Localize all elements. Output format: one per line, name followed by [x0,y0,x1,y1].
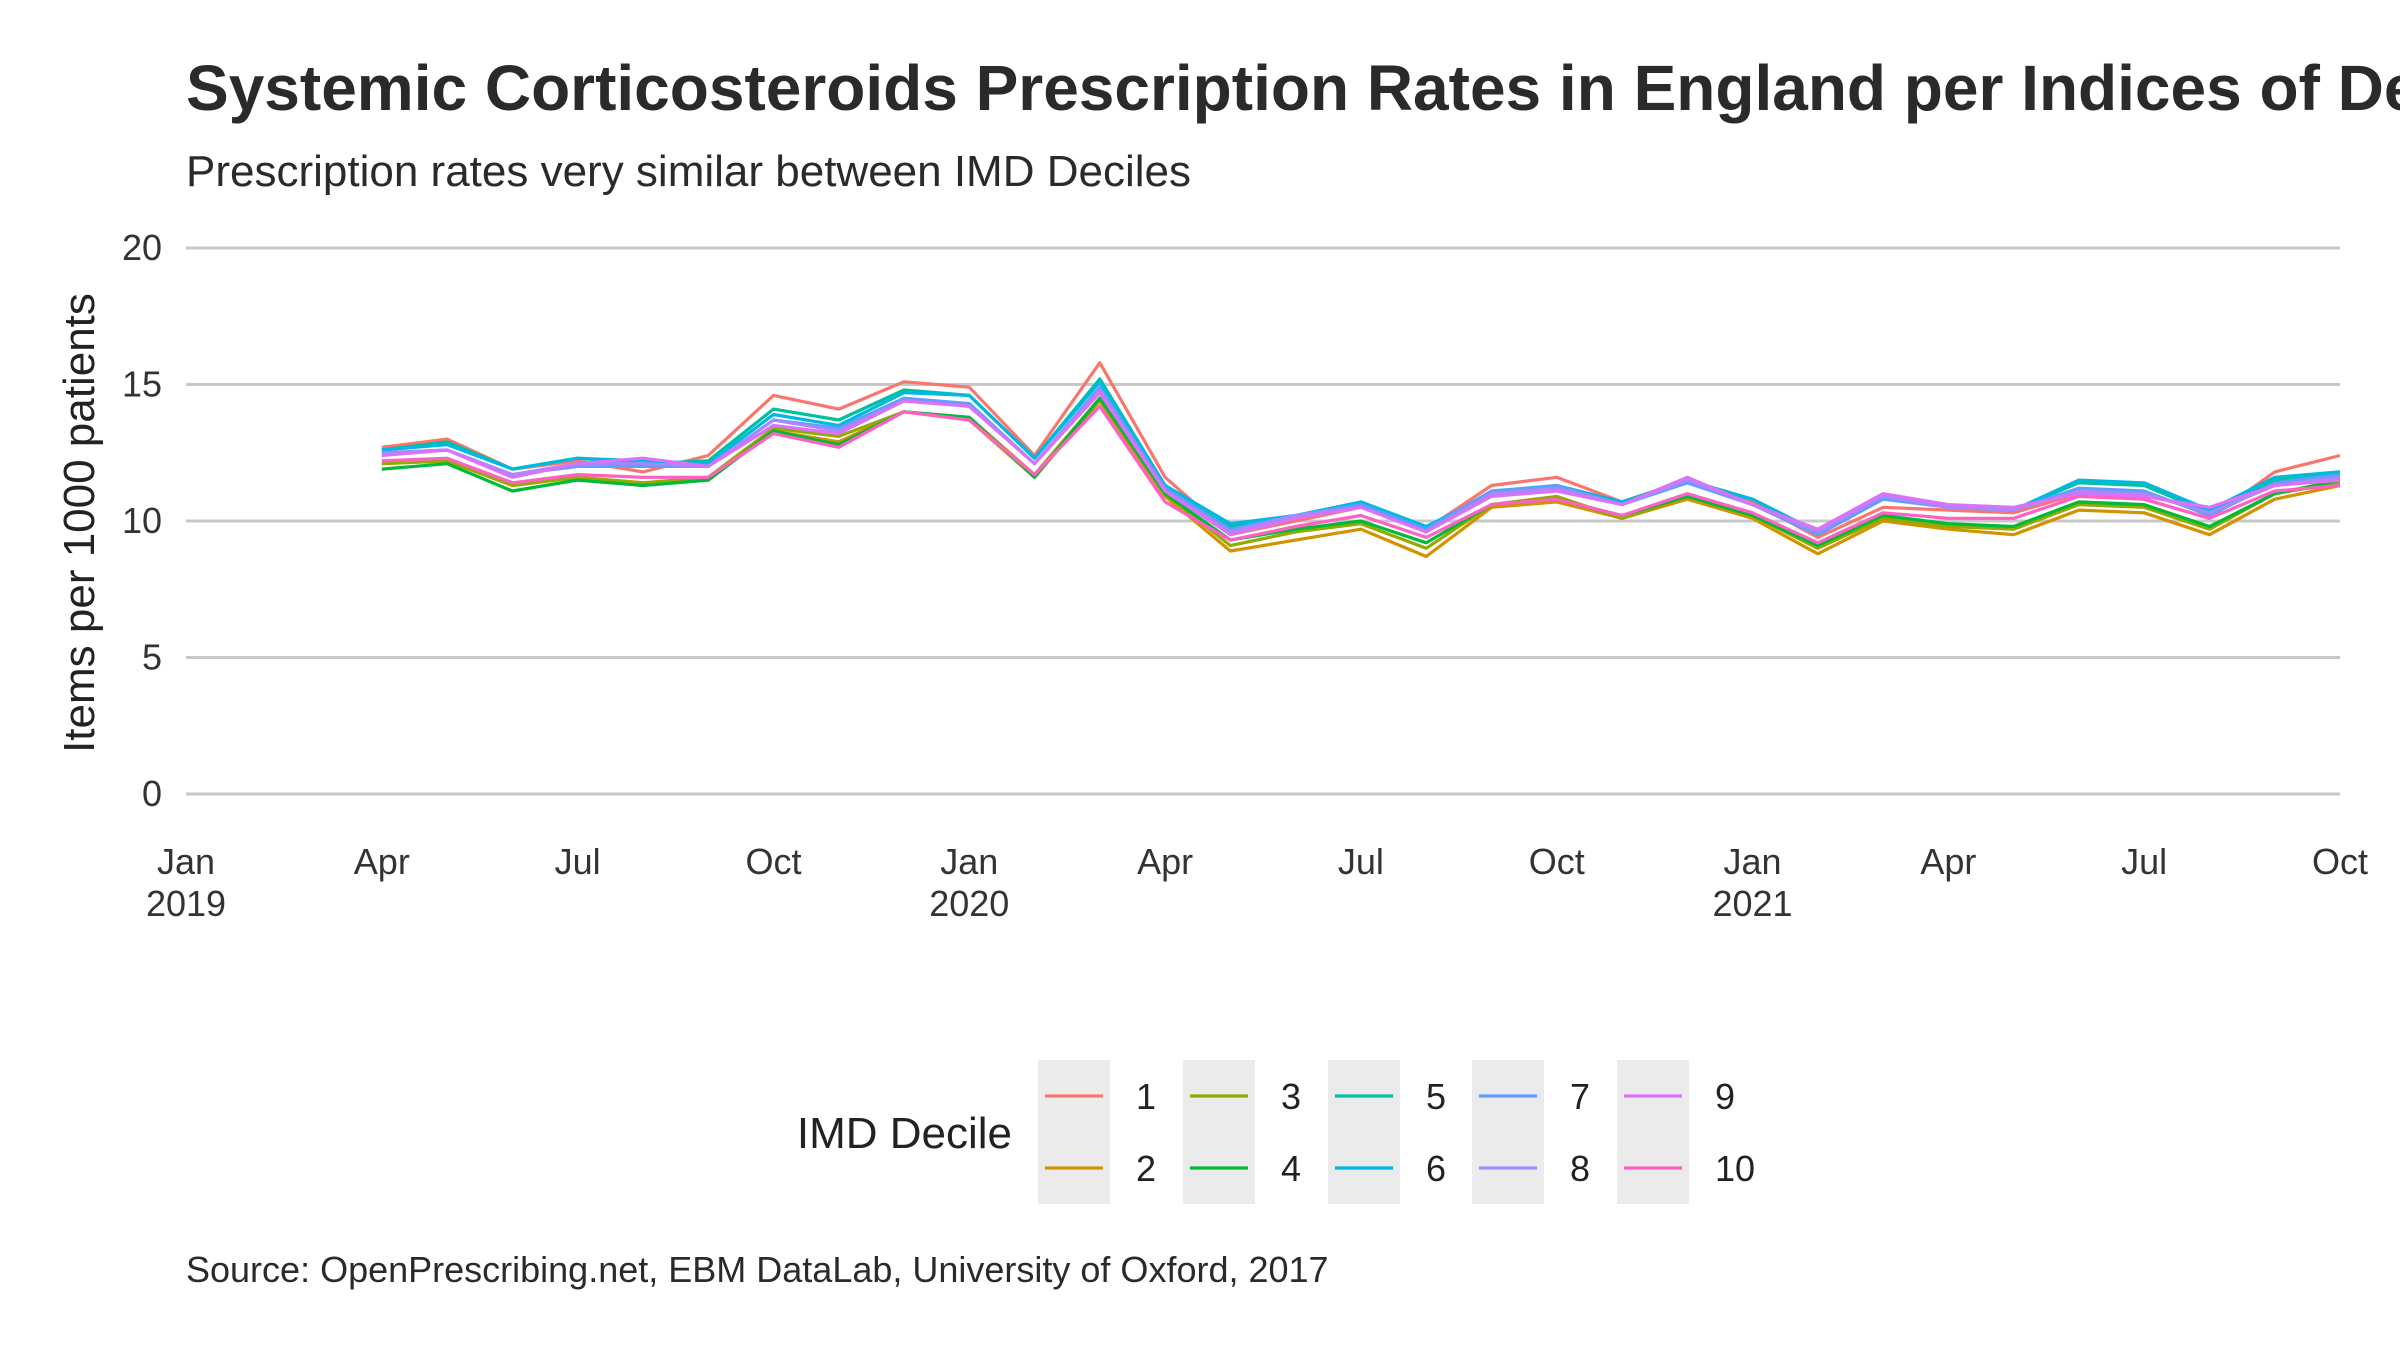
x-tick-label: Oct [745,841,801,882]
chart-caption: Source: OpenPrescribing.net, EBM DataLab… [186,1249,1329,1290]
y-tick-label: 5 [142,637,162,678]
chart-title: Systemic Corticosteroids Prescription Ra… [186,52,2400,124]
x-tick-label: Jan [1724,841,1782,882]
legend-label-decile-4: 4 [1281,1148,1301,1189]
x-tick-label: Jul [2121,841,2167,882]
x-tick-label: Oct [2312,841,2368,882]
legend-label-decile-5: 5 [1426,1076,1446,1117]
series-line-decile-9 [381,391,2341,537]
series-line-decile-6 [381,380,2341,534]
legend: IMD Decile 1 2 3 4 5 6 7 8 9 10 [797,1060,1755,1204]
legend-title: IMD Decile [797,1109,1012,1158]
x-tick-label: Apr [1137,841,1193,882]
x-tick-year-label: 2019 [146,883,226,924]
x-tick-label: Jul [1338,841,1384,882]
x-tick-label: Jan [940,841,998,882]
x-tick-label: Apr [1920,841,1976,882]
legend-label-decile-10: 10 [1715,1148,1755,1189]
x-tick-label: Oct [1529,841,1585,882]
y-tick-label: 10 [122,500,162,541]
y-tick-label: 0 [142,773,162,814]
y-tick-label: 20 [122,227,162,268]
x-tick-label: Apr [354,841,410,882]
legend-label-decile-7: 7 [1570,1076,1590,1117]
y-tick-label: 15 [122,364,162,405]
x-tick-label: Jul [555,841,601,882]
y-axis-label: Items per 1000 patients [55,293,104,753]
legend-label-decile-8: 8 [1570,1148,1590,1189]
y-axis-ticks: 0 5 10 15 20 [122,227,162,814]
legend-label-decile-2: 2 [1136,1148,1156,1189]
series-line-decile-1 [381,361,2341,540]
chart-subtitle: Prescription rates very similar between … [186,147,1191,196]
x-tick-year-label: 2020 [929,883,1009,924]
x-tick-label: Jan [157,841,215,882]
legend-label-decile-6: 6 [1426,1148,1446,1189]
series-line-decile-4 [381,396,2341,548]
series-line-decile-10 [381,404,2341,545]
series-lines [381,361,2341,559]
legend-label-decile-1: 1 [1136,1076,1156,1117]
series-line-decile-3 [381,396,2341,550]
legend-label-decile-3: 3 [1281,1076,1301,1117]
x-tick-year-label: 2021 [1712,883,1792,924]
legend-label-decile-9: 9 [1715,1076,1735,1117]
